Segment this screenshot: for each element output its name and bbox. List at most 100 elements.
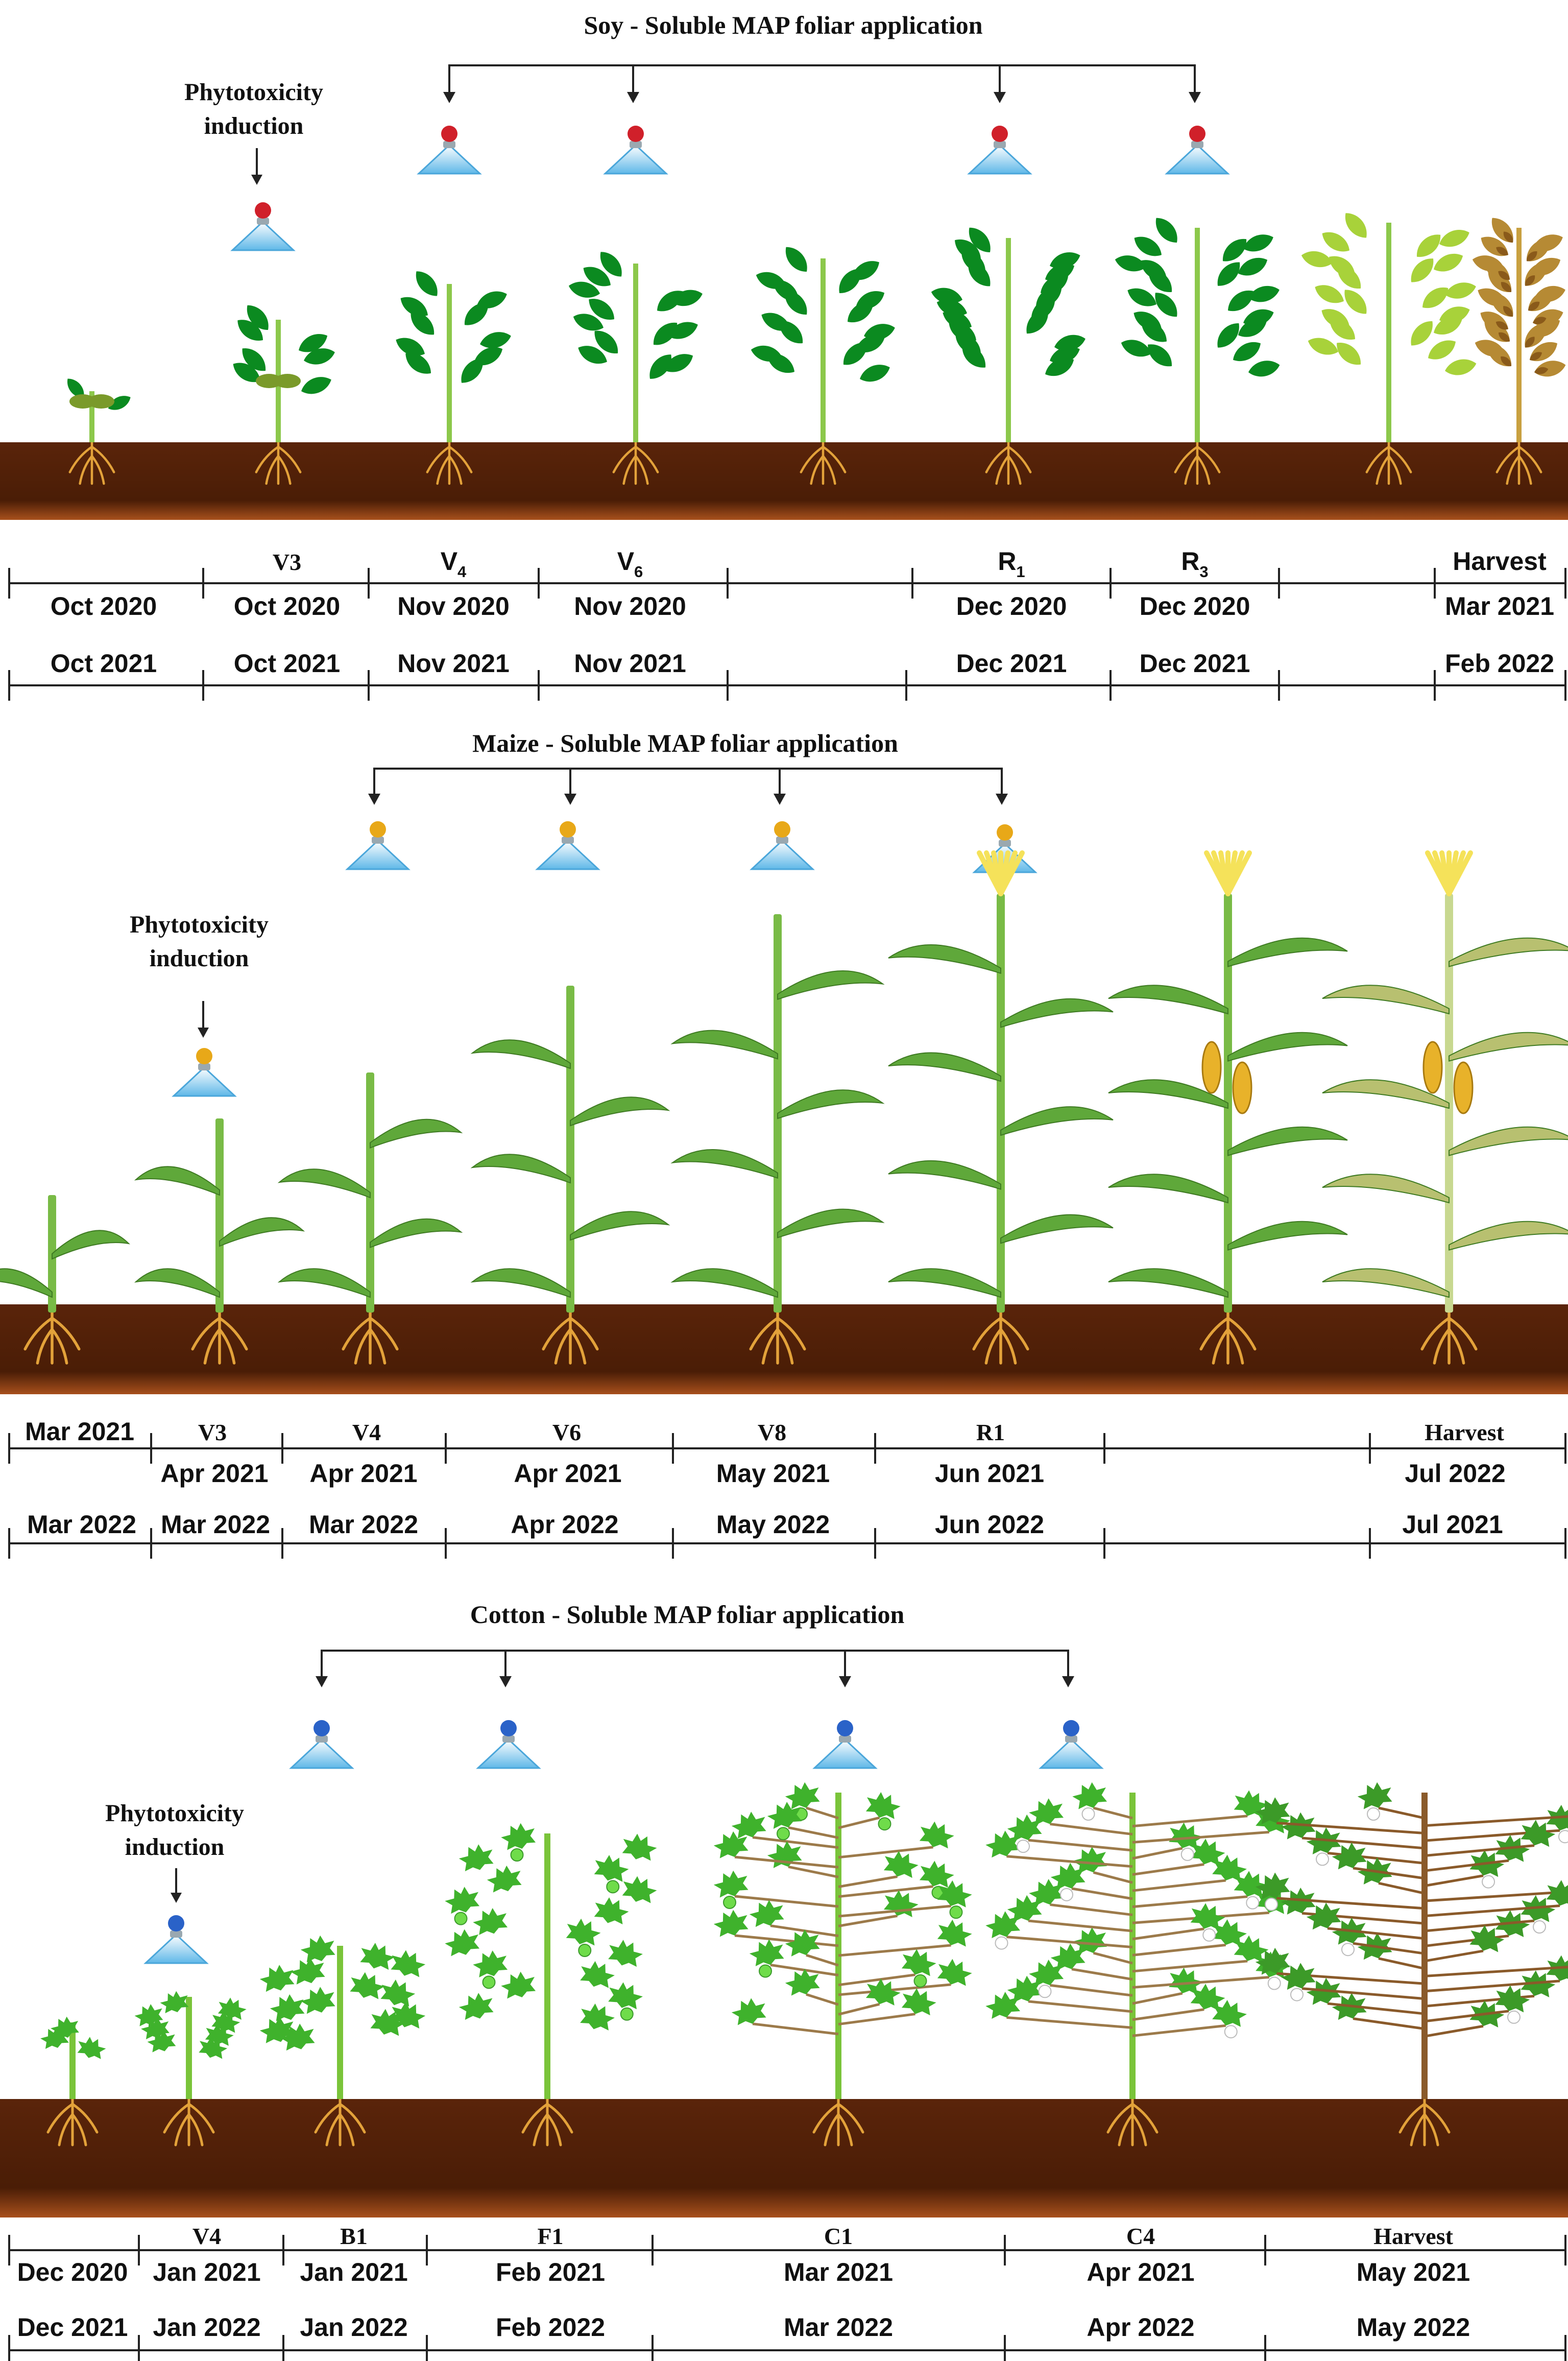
stage-date-year1: Nov 2020 xyxy=(574,592,686,621)
stage-date-year2: Dec 2021 xyxy=(17,2313,128,2342)
stage-label: V3 xyxy=(198,1419,227,1445)
stage-date-year1: Apr 2021 xyxy=(309,1459,417,1488)
maize-plant xyxy=(888,850,1114,1365)
maize-plant xyxy=(1322,850,1568,1365)
cotton-panel: Cotton - Soluble MAP foliar application … xyxy=(0,1600,1568,2361)
soy-soil xyxy=(0,442,1568,520)
maize-timeline-ticks xyxy=(8,1433,1566,1559)
soy-plant xyxy=(229,300,337,485)
stage-date-year2: Dec 2021 xyxy=(956,649,1067,678)
stage-label: V4 xyxy=(192,2223,221,2249)
stage-label: V6 xyxy=(617,547,643,581)
stage-label: Harvest xyxy=(1425,1419,1505,1445)
stage-date-year1: May 2021 xyxy=(716,1459,830,1488)
stage-label: V6 xyxy=(552,1419,581,1445)
stage-date-year1: Mar 2021 xyxy=(784,2258,893,2286)
cotton-spray-nozzle-icon xyxy=(813,1720,877,1769)
soy-plants xyxy=(63,208,1567,485)
maize-plants xyxy=(0,850,1568,1365)
maize-timeline-labels: Mar 2021 Mar 2022 V3 Apr 2021 Mar 2022 V4 Apr … xyxy=(25,1417,1506,1539)
cotton-plant xyxy=(1253,1779,1568,2147)
cotton-timeline xyxy=(9,2249,1565,2351)
stage-label: C1 xyxy=(824,2223,853,2249)
stage-date-year1: Apr 2021 xyxy=(514,1459,621,1488)
maize-spray-nozzle-icon xyxy=(751,821,814,870)
soy-plant xyxy=(929,223,1088,485)
stage-label: Harvest xyxy=(1373,2223,1454,2249)
cotton-timeline-ticks xyxy=(8,2235,1566,2361)
soy-spray-nozzle-icon xyxy=(418,126,481,175)
stage-label: V3 xyxy=(273,549,301,575)
stage-date-year2: Dec 2021 xyxy=(1140,649,1250,678)
cotton-plant xyxy=(132,1988,249,2147)
maize-plant xyxy=(277,1072,463,1365)
soy-spray-nozzle-icon xyxy=(1166,126,1229,175)
stage-date-year2: Oct 2021 xyxy=(234,649,340,678)
cotton-plant xyxy=(38,2014,108,2147)
stage-date-year1: Dec 2020 xyxy=(956,592,1067,621)
stage-label: Harvest xyxy=(1453,547,1547,576)
stage-date-year1: Oct 2020 xyxy=(234,592,340,621)
soy-panel-title: Soy - Soluble MAP foliar application xyxy=(584,11,982,39)
stage-date-year1: Nov 2020 xyxy=(397,592,510,621)
stage-date-year1: May 2021 xyxy=(1357,2258,1470,2286)
stage-date-year2: Jan 2022 xyxy=(153,2313,260,2342)
maize-plant xyxy=(0,1195,130,1365)
stage-date-year1: Oct 2020 xyxy=(51,592,157,621)
soy-phyto-label-2: induction xyxy=(204,112,304,139)
stage-date-year2: Nov 2021 xyxy=(574,649,686,678)
stage-date-year2: Oct 2021 xyxy=(51,649,157,678)
stage-label: R1 xyxy=(998,547,1025,581)
cotton-soil xyxy=(0,2099,1568,2217)
soy-plant xyxy=(1470,213,1567,485)
cotton-panel-title: Cotton - Soluble MAP foliar application xyxy=(470,1600,905,1629)
stage-label: V4 xyxy=(352,1419,381,1445)
soy-timeline xyxy=(9,582,1565,686)
cotton-plants xyxy=(38,1779,1568,2147)
stage-date-year2: Jan 2022 xyxy=(300,2313,407,2342)
maize-phyto-label-2: induction xyxy=(150,945,249,972)
stage-date-year1: Apr 2021 xyxy=(1087,2258,1194,2286)
cotton-phyto-nozzle-icon xyxy=(144,1915,208,1964)
stage-date-year1: Apr 2021 xyxy=(160,1459,268,1488)
stage-date-year2: Apr 2022 xyxy=(511,1510,618,1539)
stage-date-year1: Jan 2021 xyxy=(300,2258,407,2286)
stage-date-year1: Jul 2022 xyxy=(1405,1459,1505,1488)
stage-label: V4 xyxy=(441,547,467,581)
maize-phyto-nozzle-icon xyxy=(173,1048,236,1097)
soy-plant xyxy=(1299,208,1478,485)
cotton-timeline-labels: Dec 2020 Dec 2021 V4 Jan 2021 Jan 2022 B1 Jan … xyxy=(17,2223,1470,2342)
stage-label: C4 xyxy=(1126,2223,1155,2249)
maize-phyto-label: Phytotoxicity xyxy=(130,911,269,938)
cotton-spray-nozzle-icon xyxy=(1040,1720,1103,1769)
cotton-plant xyxy=(257,1932,428,2147)
soy-spray-nozzle-icon xyxy=(968,126,1031,175)
cotton-plant xyxy=(983,1779,1293,2147)
stage-date-year2: Apr 2022 xyxy=(1087,2313,1194,2342)
stage-label: F1 xyxy=(537,2223,563,2249)
stage-date-year2: Mar 2022 xyxy=(27,1510,136,1539)
maize-timeline xyxy=(9,1447,1565,1544)
stage-date-year2: Mar 2022 xyxy=(161,1510,270,1539)
stage-date-year2: Jul 2021 xyxy=(1402,1510,1503,1539)
maize-plant xyxy=(670,914,885,1365)
maize-plant xyxy=(1108,850,1348,1365)
maize-soil xyxy=(0,1304,1568,1394)
stage-date-year1: Dec 2020 xyxy=(17,2258,128,2286)
cotton-plant xyxy=(711,1779,975,2147)
stage-date-year2: Mar 2022 xyxy=(784,2313,893,2342)
stage-date-year2: Nov 2021 xyxy=(397,649,510,678)
maize-spray-nozzle-icon xyxy=(346,821,409,870)
stage-label: V8 xyxy=(758,1419,786,1445)
maize-panel: Maize - Soluble MAP foliar application P… xyxy=(0,729,1568,1559)
soy-plant xyxy=(392,266,513,485)
cotton-spray-nozzle-icon xyxy=(290,1720,353,1769)
soy-spray-nozzle-icon xyxy=(604,126,667,175)
stage-label: B1 xyxy=(340,2223,368,2249)
cotton-plant xyxy=(442,1820,659,2147)
maize-spray-nozzle-icon xyxy=(973,824,1036,873)
stage-label: R3 xyxy=(1181,547,1208,581)
stage-date-year1: Jan 2021 xyxy=(153,2258,260,2286)
stage-date-year1: Jun 2021 xyxy=(935,1459,1044,1488)
